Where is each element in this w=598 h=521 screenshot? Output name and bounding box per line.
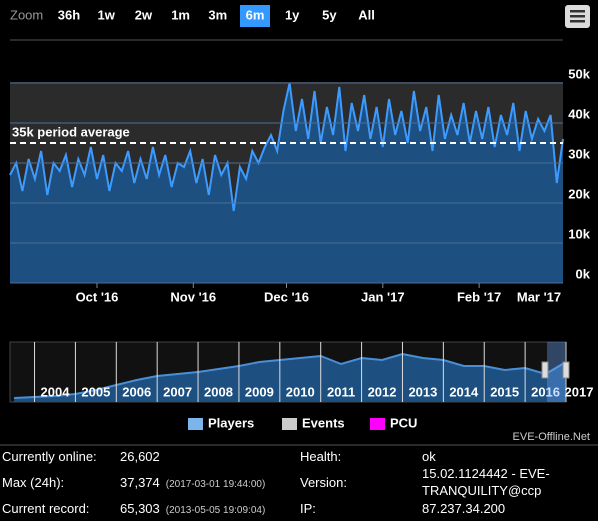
info-label: Max (24h): — [2, 475, 65, 490]
navigator-year-label: 2006 — [122, 384, 151, 399]
navigator-year-label: 2014 — [449, 384, 479, 399]
navigator-handle[interactable] — [562, 361, 570, 379]
navigator-year-label: 2016 — [531, 384, 560, 399]
info-value: 15.02.1124442 - EVE-TRANQUILITY@ccp — [422, 466, 550, 498]
info-label: Currently online: — [2, 449, 97, 464]
chart: 0k 10k 20k 30k 40k 50k Oct '16 Nov '16 Dec '16 Ja… — [0, 5, 598, 446]
legend-item[interactable]: Events — [282, 415, 345, 430]
range-button-label: 5y — [322, 7, 337, 22]
y-tick-label: 20k — [568, 186, 590, 201]
range-button[interactable]: 36h — [58, 7, 80, 22]
range-button-label: 1y — [285, 7, 300, 22]
area — [10, 83, 563, 283]
range-button-label: 3m — [208, 7, 227, 22]
info-value: 87.237.34.200 — [422, 501, 506, 516]
line — [14, 352, 567, 399]
credit: EVE-Offline.Net — [513, 431, 590, 443]
range-button[interactable]: 5y — [322, 7, 337, 22]
range-button-label: 36h — [58, 7, 80, 22]
legend-item[interactable]: Players — [188, 415, 254, 430]
navigator-handle[interactable] — [541, 361, 549, 379]
legend-swatch — [370, 418, 385, 430]
legend-label: Players — [208, 415, 254, 430]
navigator-selection[interactable] — [547, 342, 566, 402]
navigator-year-label: 2012 — [368, 384, 397, 399]
y-tick-label: 10k — [568, 226, 590, 241]
range-button[interactable]: 1m — [171, 7, 190, 22]
x-tick-label: Jan '17 — [361, 289, 405, 304]
range-button-label: 1w — [98, 7, 116, 22]
legend-swatch — [282, 418, 297, 430]
main-plot: 0k 10k 20k 30k 40k 50k Oct '16 Nov '16 Dec '16 Ja… — [9, 66, 591, 304]
range-button-label: 1m — [171, 7, 190, 22]
range-button[interactable]: 1y — [285, 7, 300, 22]
legend-label: PCU — [390, 415, 417, 430]
range-button[interactable]: All — [358, 7, 375, 22]
navigator-year-label: 2007 — [163, 384, 192, 399]
info-label: Current record: — [2, 501, 90, 516]
range-button[interactable]: 6m — [240, 5, 270, 27]
y-tick-label: 40k — [568, 106, 590, 121]
info-label: IP: — [300, 501, 316, 516]
range-button-selected — [240, 5, 270, 27]
info-value: 37,374 (2017-03-01 19:44:00) — [120, 475, 266, 490]
plot-background — [10, 40, 563, 82]
info-time: (2013-05-05 19:09:04) — [165, 505, 266, 516]
info-label: Health: — [300, 449, 342, 464]
x-tick-label: Mar '17 — [517, 289, 561, 304]
range-button[interactable]: 3m — [208, 7, 227, 22]
line — [9, 82, 564, 212]
navigator-year-label: 2013 — [408, 384, 437, 399]
menu-button[interactable] — [565, 5, 590, 28]
info-value: ok — [422, 449, 436, 464]
zoom-label: Zoom — [10, 7, 43, 22]
navigator-year-label: 2011 — [327, 384, 355, 399]
x-tick-label: Nov '16 — [170, 289, 216, 304]
area — [14, 354, 567, 402]
navigator-year-label: 2010 — [286, 384, 315, 399]
y-tick-label: 50k — [568, 66, 590, 81]
info-label: Version: — [300, 475, 347, 490]
range-button-label: 6m — [246, 7, 265, 22]
x-tick-label: Feb '17 — [457, 289, 501, 304]
y-tick-label: 0k — [576, 266, 591, 281]
legend-label: Events — [302, 415, 345, 430]
navigator-year-label: 2015 — [490, 384, 519, 399]
range-button[interactable]: 1w — [98, 7, 116, 22]
navigator-year-label: 2017 — [565, 384, 594, 399]
range-button-label: 2w — [135, 7, 153, 22]
navigator-year-label: 2004 — [41, 384, 71, 399]
info-time: (2017-03-01 19:44:00) — [165, 479, 266, 490]
legend-swatch — [188, 418, 203, 430]
range-button-label: All — [358, 7, 375, 22]
average-label: 35k period average — [12, 124, 130, 139]
legend-item[interactable]: PCU — [370, 415, 417, 430]
x-tick-label: Dec '16 — [264, 289, 309, 304]
navigator-year-label: 2005 — [81, 384, 110, 399]
x-tick-label: Oct '16 — [76, 289, 119, 304]
info-value: 26,602 — [120, 449, 160, 464]
navigator: 2004 2005 2006 2007 2008 2009 2010 2011 2012 2013… — [14, 342, 593, 402]
info-value: 65,303 (2013-05-05 19:09:04) — [120, 501, 266, 516]
y-tick-label: 30k — [568, 146, 590, 161]
navigator-year-label: 2009 — [245, 384, 274, 399]
navigator-year-label: 2008 — [204, 384, 233, 399]
range-button[interactable]: 2w — [135, 7, 153, 22]
